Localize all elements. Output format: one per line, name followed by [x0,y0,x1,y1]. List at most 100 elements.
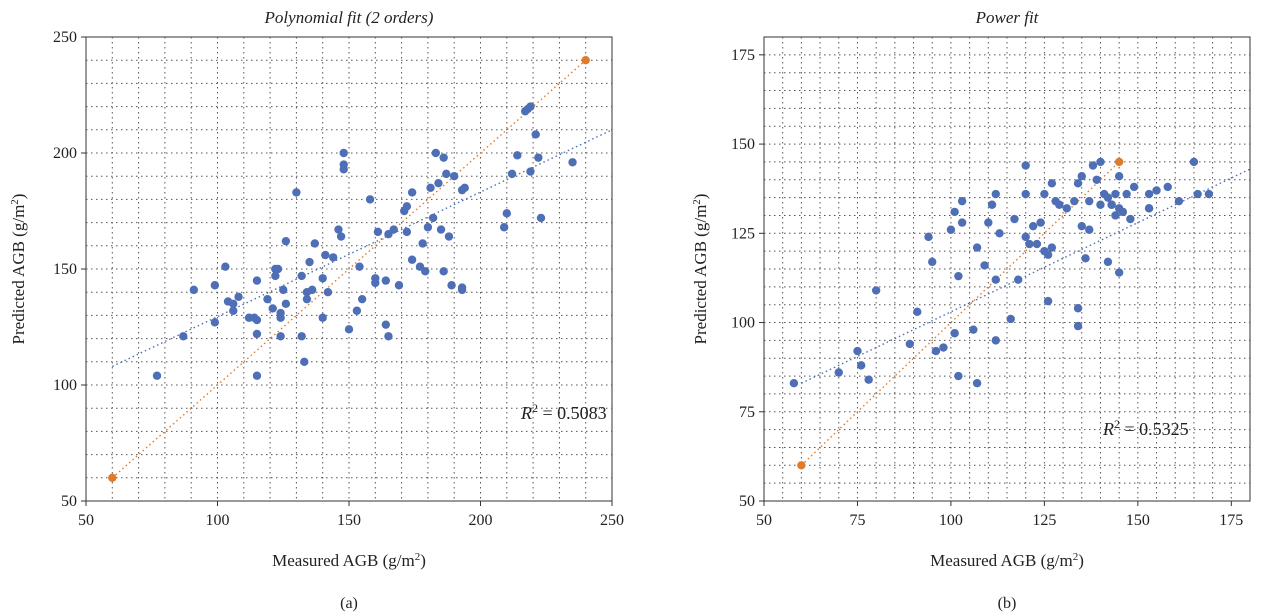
data-point [381,276,391,285]
data-point [1126,214,1135,224]
data-point [857,361,866,370]
chart-title: Polynomial fit (2 orders) [264,8,434,27]
points [108,56,590,482]
data-point [371,274,380,283]
x-tick-label: 125 [1032,512,1056,529]
y-tick-label: 200 [53,145,77,162]
data-point [281,236,291,246]
endpoint-marker [108,473,117,482]
data-point [381,320,391,329]
data-point [1047,179,1057,188]
data-point [1096,157,1105,167]
data-point [457,285,467,295]
data-point [969,325,978,334]
fit-line [112,129,613,368]
y-tick-label: 150 [53,261,77,278]
data-point [980,261,989,270]
data-point [1114,172,1124,181]
panel-caption: (a) [340,595,358,612]
data-point [268,304,277,313]
r-squared-annotation: R2 = 0.5325 [1102,417,1189,439]
data-point [189,285,199,295]
data-point [431,148,440,158]
fit-line [801,168,1251,384]
data-point [871,286,881,295]
data-point [913,307,922,317]
panel-power-fit: 50 75 100 125 150 175 50 75 100 125 150 175 Power … [691,8,1251,612]
data-point [439,153,448,162]
data-point [946,225,956,234]
data-point [234,292,243,302]
data-point [271,271,280,281]
x-ticks: 50 75 100 125 150 175 [756,501,1243,529]
data-point [939,343,948,352]
data-point [281,299,291,308]
data-point [1010,214,1019,224]
data-point [1092,175,1101,184]
data-point [972,243,982,252]
data-point [1006,314,1015,324]
data-point [334,225,343,234]
x-tick-label: 200 [469,512,493,529]
data-point [210,318,220,327]
data-point [1062,204,1072,213]
data-point [954,371,963,381]
data-point [352,306,362,315]
y-tick-label: 50 [739,493,755,510]
data-point [402,227,412,237]
data-point [502,209,511,218]
data-point [991,336,1000,345]
y-tick-label: 175 [731,47,755,64]
data-point [1073,321,1083,331]
x-tick-label: 250 [600,512,624,529]
data-point [210,281,220,290]
data-point [1021,232,1030,242]
data-point [229,306,238,315]
data-point [991,275,1000,284]
lines [111,59,613,479]
data-point [928,257,937,267]
data-point [1055,200,1064,209]
chart-title: Power fit [975,8,1040,27]
data-point [853,346,862,356]
data-point [447,281,456,290]
data-point [924,232,933,242]
data-point [536,213,546,223]
data-point [905,339,914,349]
x-axis-label: Measured AGB (g/m2) [930,551,1084,570]
data-point [394,281,404,290]
data-point [355,262,364,271]
points [789,157,1214,470]
x-axis-label: Measured AGB (g/m2) [272,551,426,570]
data-point [365,195,375,204]
data-point [1077,172,1086,181]
grid [764,37,1250,501]
data-point [357,294,367,304]
data-point [950,207,959,217]
data-point [252,329,262,339]
data-point [1025,239,1034,249]
data-point [318,313,327,322]
data-point [336,232,346,241]
data-point [339,148,348,158]
data-point [384,332,393,341]
data-point [450,172,459,181]
x-tick-label: 50 [756,512,772,529]
data-point [292,188,301,197]
data-point [373,227,383,237]
y-tick-label: 100 [731,315,755,332]
data-point [436,225,446,234]
data-point [279,285,288,295]
data-point [444,232,454,241]
data-point [423,223,433,232]
data-point [1085,196,1094,206]
data-point [305,257,314,267]
panel-caption: (b) [998,595,1017,612]
y-tick-label: 150 [731,136,755,153]
data-point [297,271,306,281]
data-point [1111,211,1120,220]
data-point [526,102,535,111]
x-tick-label: 100 [206,512,230,529]
data-point [1073,179,1083,188]
